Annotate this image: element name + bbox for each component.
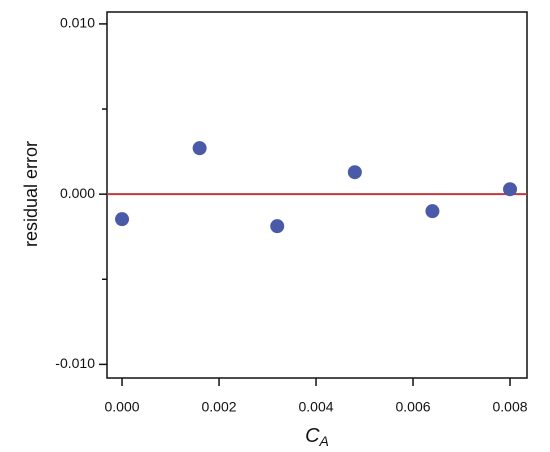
x-axis-label: CA <box>305 425 329 448</box>
x-tick-label: 0.008 <box>493 399 528 415</box>
x-axis-label-main: C <box>305 425 320 447</box>
data-point <box>115 212 130 227</box>
data-point <box>270 219 285 234</box>
x-tick-label: 0.004 <box>299 399 334 415</box>
x-axis-label-subscript: A <box>319 433 329 449</box>
data-point <box>503 182 518 197</box>
y-tick-label: -0.010 <box>55 355 95 371</box>
data-point <box>347 165 362 180</box>
x-tick-label: 0.002 <box>202 399 237 415</box>
x-tick-label: 0.006 <box>396 399 431 415</box>
y-tick-label: 0.000 <box>60 185 95 201</box>
data-point <box>192 141 207 156</box>
y-tick-label: 0.010 <box>60 15 95 31</box>
x-tick-label: 0.000 <box>105 399 140 415</box>
data-point <box>425 204 440 219</box>
y-axis-label: residual error <box>21 141 41 247</box>
